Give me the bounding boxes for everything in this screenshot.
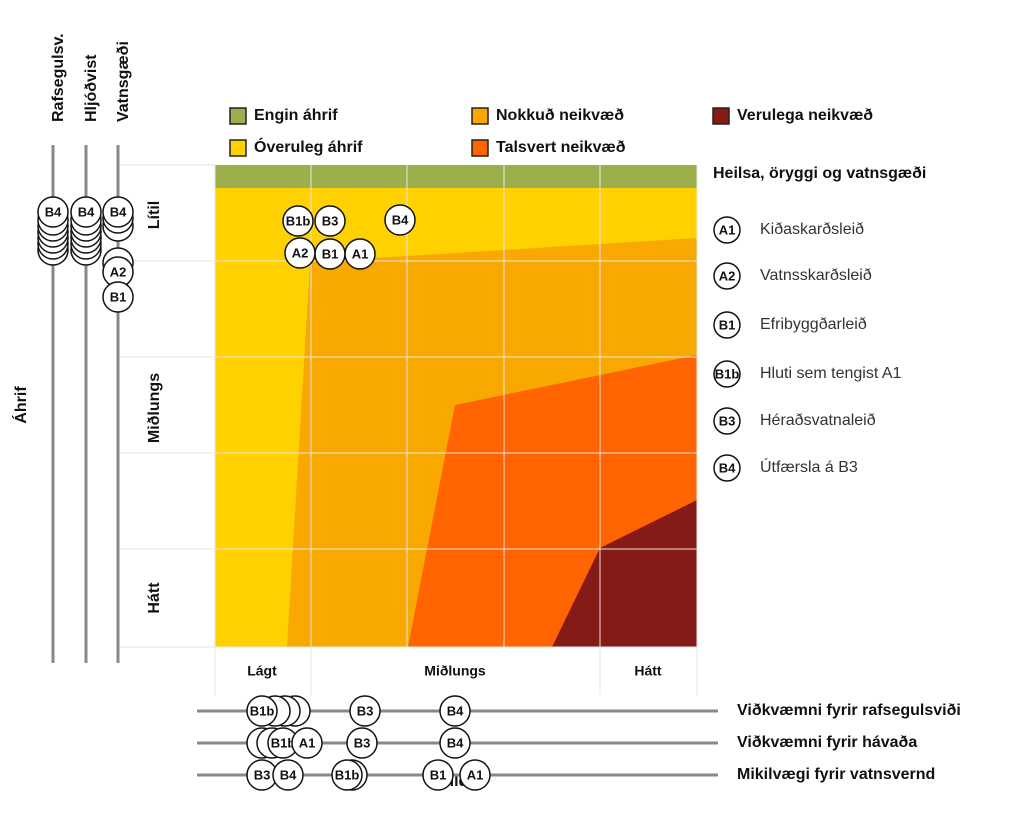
- route-marker-label: B4: [110, 204, 127, 219]
- route-marker: [331, 759, 363, 791]
- route-code: B4: [719, 460, 736, 475]
- route-marker-label: B3: [254, 767, 271, 782]
- route-legend-marker: [713, 360, 741, 388]
- route-marker-label: B1: [430, 767, 447, 782]
- legend-swatch: [471, 107, 489, 125]
- legend-label: Engin áhrif: [254, 107, 338, 124]
- axis-label: Rafsegulsv.: [50, 33, 67, 122]
- route-marker: [439, 727, 471, 759]
- route-marker: [344, 238, 376, 270]
- axis-label: Hljóðvist: [83, 54, 100, 122]
- x-level-label: Lágt: [247, 663, 277, 679]
- route-marker: [349, 695, 381, 727]
- heading: Heilsa, öryggi og vatnsgæði: [713, 165, 926, 182]
- route-marker-label: B1: [322, 246, 339, 261]
- route-code: A2: [719, 268, 736, 283]
- route-name: Kiðaskarðsleið: [760, 221, 864, 238]
- route-marker: [291, 727, 323, 759]
- route-marker-label: B3: [322, 213, 339, 228]
- route-marker-label: B1b: [335, 767, 360, 782]
- y-axis-title: Áhrif: [11, 386, 30, 424]
- route-marker-label: B4: [392, 212, 409, 227]
- zone-severe: [552, 500, 697, 647]
- axis-label: Viðkvæmni fyrir hávaða: [737, 734, 917, 751]
- route-code: A1: [719, 222, 736, 237]
- route-marker: [246, 695, 278, 727]
- route-name: Vatnsskarðsleið: [760, 267, 872, 284]
- x-level-label: Miðlungs: [424, 663, 486, 679]
- route-marker: [282, 205, 314, 237]
- route-marker: [70, 196, 102, 228]
- route-marker-label: A2: [110, 264, 127, 279]
- route-marker: [272, 759, 304, 791]
- route-marker-label: B4: [78, 204, 95, 219]
- route-marker: [459, 759, 491, 791]
- legend-label: Verulega neikvæð: [737, 107, 873, 124]
- route-code: B1: [719, 317, 736, 332]
- x-level-label: Hátt: [634, 663, 662, 679]
- route-name: Héraðsvatnaleið: [760, 412, 876, 429]
- route-name: Hluti sem tengist A1: [760, 365, 902, 382]
- route-marker-label: B1b: [271, 735, 296, 750]
- route-code: B1b: [715, 366, 740, 381]
- y-level-label: Hátt: [146, 582, 163, 614]
- route-marker-label: B3: [354, 735, 371, 750]
- axis-label: Viðkvæmni fyrir rafsegulsviði: [737, 702, 961, 719]
- route-marker: [314, 205, 346, 237]
- route-marker: [384, 204, 416, 236]
- route-marker-label: A1: [352, 246, 369, 261]
- route-legend-marker: [713, 311, 741, 339]
- axis-label: Vatnsgæði: [115, 41, 132, 122]
- route-marker-label: B3: [357, 703, 374, 718]
- axis-label: Mikilvægi fyrir vatnsvernd: [737, 766, 935, 783]
- legend-swatch: [229, 139, 247, 157]
- route-marker-label: B1b: [286, 213, 311, 228]
- route-legend-marker: [713, 454, 741, 482]
- zone-none: [215, 165, 697, 188]
- route-marker: [439, 695, 471, 727]
- grid: [120, 164, 698, 695]
- route-marker-label: A2: [292, 245, 309, 260]
- route-marker-label: A1: [467, 767, 484, 782]
- route-name: Efribyggðarleið: [760, 316, 867, 333]
- route-marker: [102, 196, 134, 228]
- route-marker-label: B1b: [250, 703, 275, 718]
- route-marker-label: B4: [447, 703, 464, 718]
- route-name: Útfærsla á B3: [760, 457, 858, 476]
- legend-swatch: [229, 107, 247, 125]
- legend-label: Nokkuð neikvæð: [496, 107, 624, 124]
- y-level-label: Miðlungs: [146, 373, 163, 443]
- route-marker-label: A1: [299, 735, 316, 750]
- route-marker-label: B1: [110, 289, 127, 304]
- route-marker-label: B4: [447, 735, 464, 750]
- route-marker-label: B4: [280, 767, 297, 782]
- route-legend-marker: [713, 216, 741, 244]
- route-marker: [37, 196, 69, 228]
- legend-label: Talsvert neikvæð: [496, 139, 626, 156]
- legend-label: Óveruleg áhrif: [254, 137, 363, 156]
- route-marker: [102, 281, 134, 313]
- legend-swatch: [471, 139, 489, 157]
- route-marker: [346, 727, 378, 759]
- route-marker-label: B4: [45, 204, 62, 219]
- route-code: B3: [719, 413, 736, 428]
- y-level-label: Lítil: [146, 201, 163, 229]
- route-legend-marker: [713, 407, 741, 435]
- route-marker: [422, 759, 454, 791]
- route-legend-marker: [713, 262, 741, 290]
- legend-swatch: [712, 107, 730, 125]
